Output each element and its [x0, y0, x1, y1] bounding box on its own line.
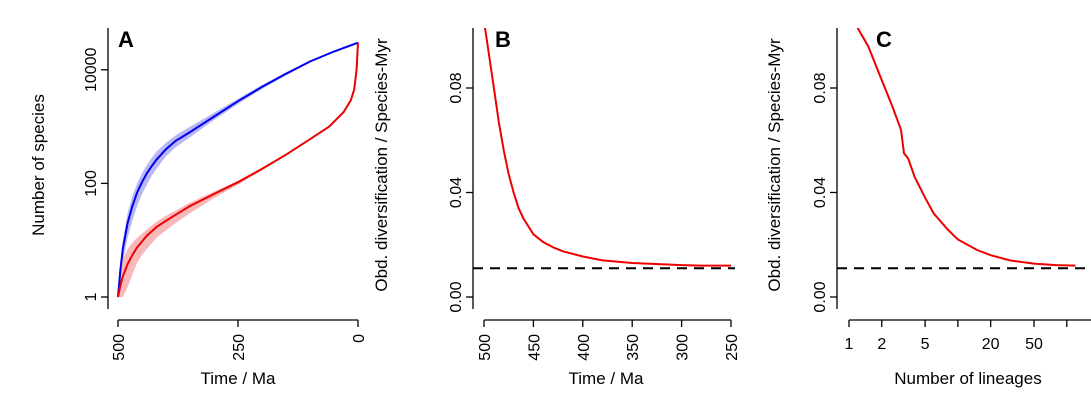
- panel-b-x-tick-label: 400: [576, 334, 593, 361]
- panel-c-x-tick-label: 2: [877, 336, 886, 353]
- panel-a-x-axis-title: Time / Ma: [201, 369, 276, 388]
- panel-b-y-tick-label: 0.04: [448, 177, 465, 208]
- panel-c-y-axis-title: Obd. diversification / Species-Myr: [765, 38, 784, 292]
- panel-b: 500 450 400 350 300 250 0.00 0.04 0.08 B Time / …: [372, 27, 741, 388]
- panel-b-data-layer: [473, 28, 735, 270]
- panel-c-y-tick-label: 0.08: [812, 72, 829, 103]
- panel-a-y-axis-title: Number of species: [29, 94, 48, 236]
- panel-c-series-line-0: [856, 28, 1076, 267]
- panel-a-series-line-0: [117, 41, 359, 298]
- panel-a-band-0: [118, 42, 358, 298]
- panel-a-x-tick-label: 0: [351, 334, 368, 343]
- panel-a-x-tick-label: 500: [111, 334, 128, 361]
- panel-c-y-tick-label: 0.00: [812, 281, 829, 312]
- panel-a-x-tick-label: 250: [231, 334, 248, 361]
- panel-c-x-tick-label: 5: [921, 336, 930, 353]
- panel-b-x-tick-label: 300: [675, 334, 692, 361]
- panel-a-label: A: [118, 27, 134, 52]
- panel-a-y-tick-label: 1: [83, 292, 100, 301]
- panel-b-x-tick-label: 450: [526, 334, 543, 361]
- panel-a: 500 250 0 1 100 10000 A Time / Ma Number of s…: [29, 27, 368, 388]
- panel-b-plot-area: 500 450 400 350 300 250 0.00 0.04 0.08: [448, 28, 741, 361]
- panel-c-label: C: [876, 27, 892, 52]
- panel-b-y-axis-title: Obd. diversification / Species-Myr: [372, 38, 391, 292]
- panel-c-data-layer: [837, 28, 1091, 270]
- panel-c-x-axis-title: Number of lineages: [894, 369, 1041, 388]
- panel-c-plot-area: 1 2 5 20 50 0.00 0.04 0.08: [812, 28, 1091, 353]
- panel-a-y-tick-label: 10000: [83, 47, 100, 92]
- panel-c-x-tick-label: 50: [1025, 336, 1043, 353]
- panel-a-y-tick-label: 100: [83, 170, 100, 197]
- panel-b-x-axis-title: Time / Ma: [569, 369, 644, 388]
- panel-b-y-tick-label: 0.08: [448, 72, 465, 103]
- panel-a-data-layer: [117, 41, 359, 298]
- panel-b-series-line-0: [484, 28, 731, 267]
- panel-b-x-tick-label: 500: [477, 334, 494, 361]
- panel-b-y-tick-label: 0.00: [448, 281, 465, 312]
- panel-c-x-tick-label: 20: [982, 336, 1000, 353]
- panel-b-x-tick-label: 250: [724, 334, 741, 361]
- panel-c-x-tick-label: 1: [845, 336, 854, 353]
- panel-b-x-tick-label: 350: [625, 334, 642, 361]
- panel-c: 1 2 5 20 50 0.00 0.04 0.08 C Number of lineages…: [765, 27, 1091, 388]
- panel-c-y-tick-label: 0.04: [812, 177, 829, 208]
- panel-b-label: B: [495, 27, 511, 52]
- panel-a-plot-area: 500 250 0 1 100 10000: [83, 28, 368, 361]
